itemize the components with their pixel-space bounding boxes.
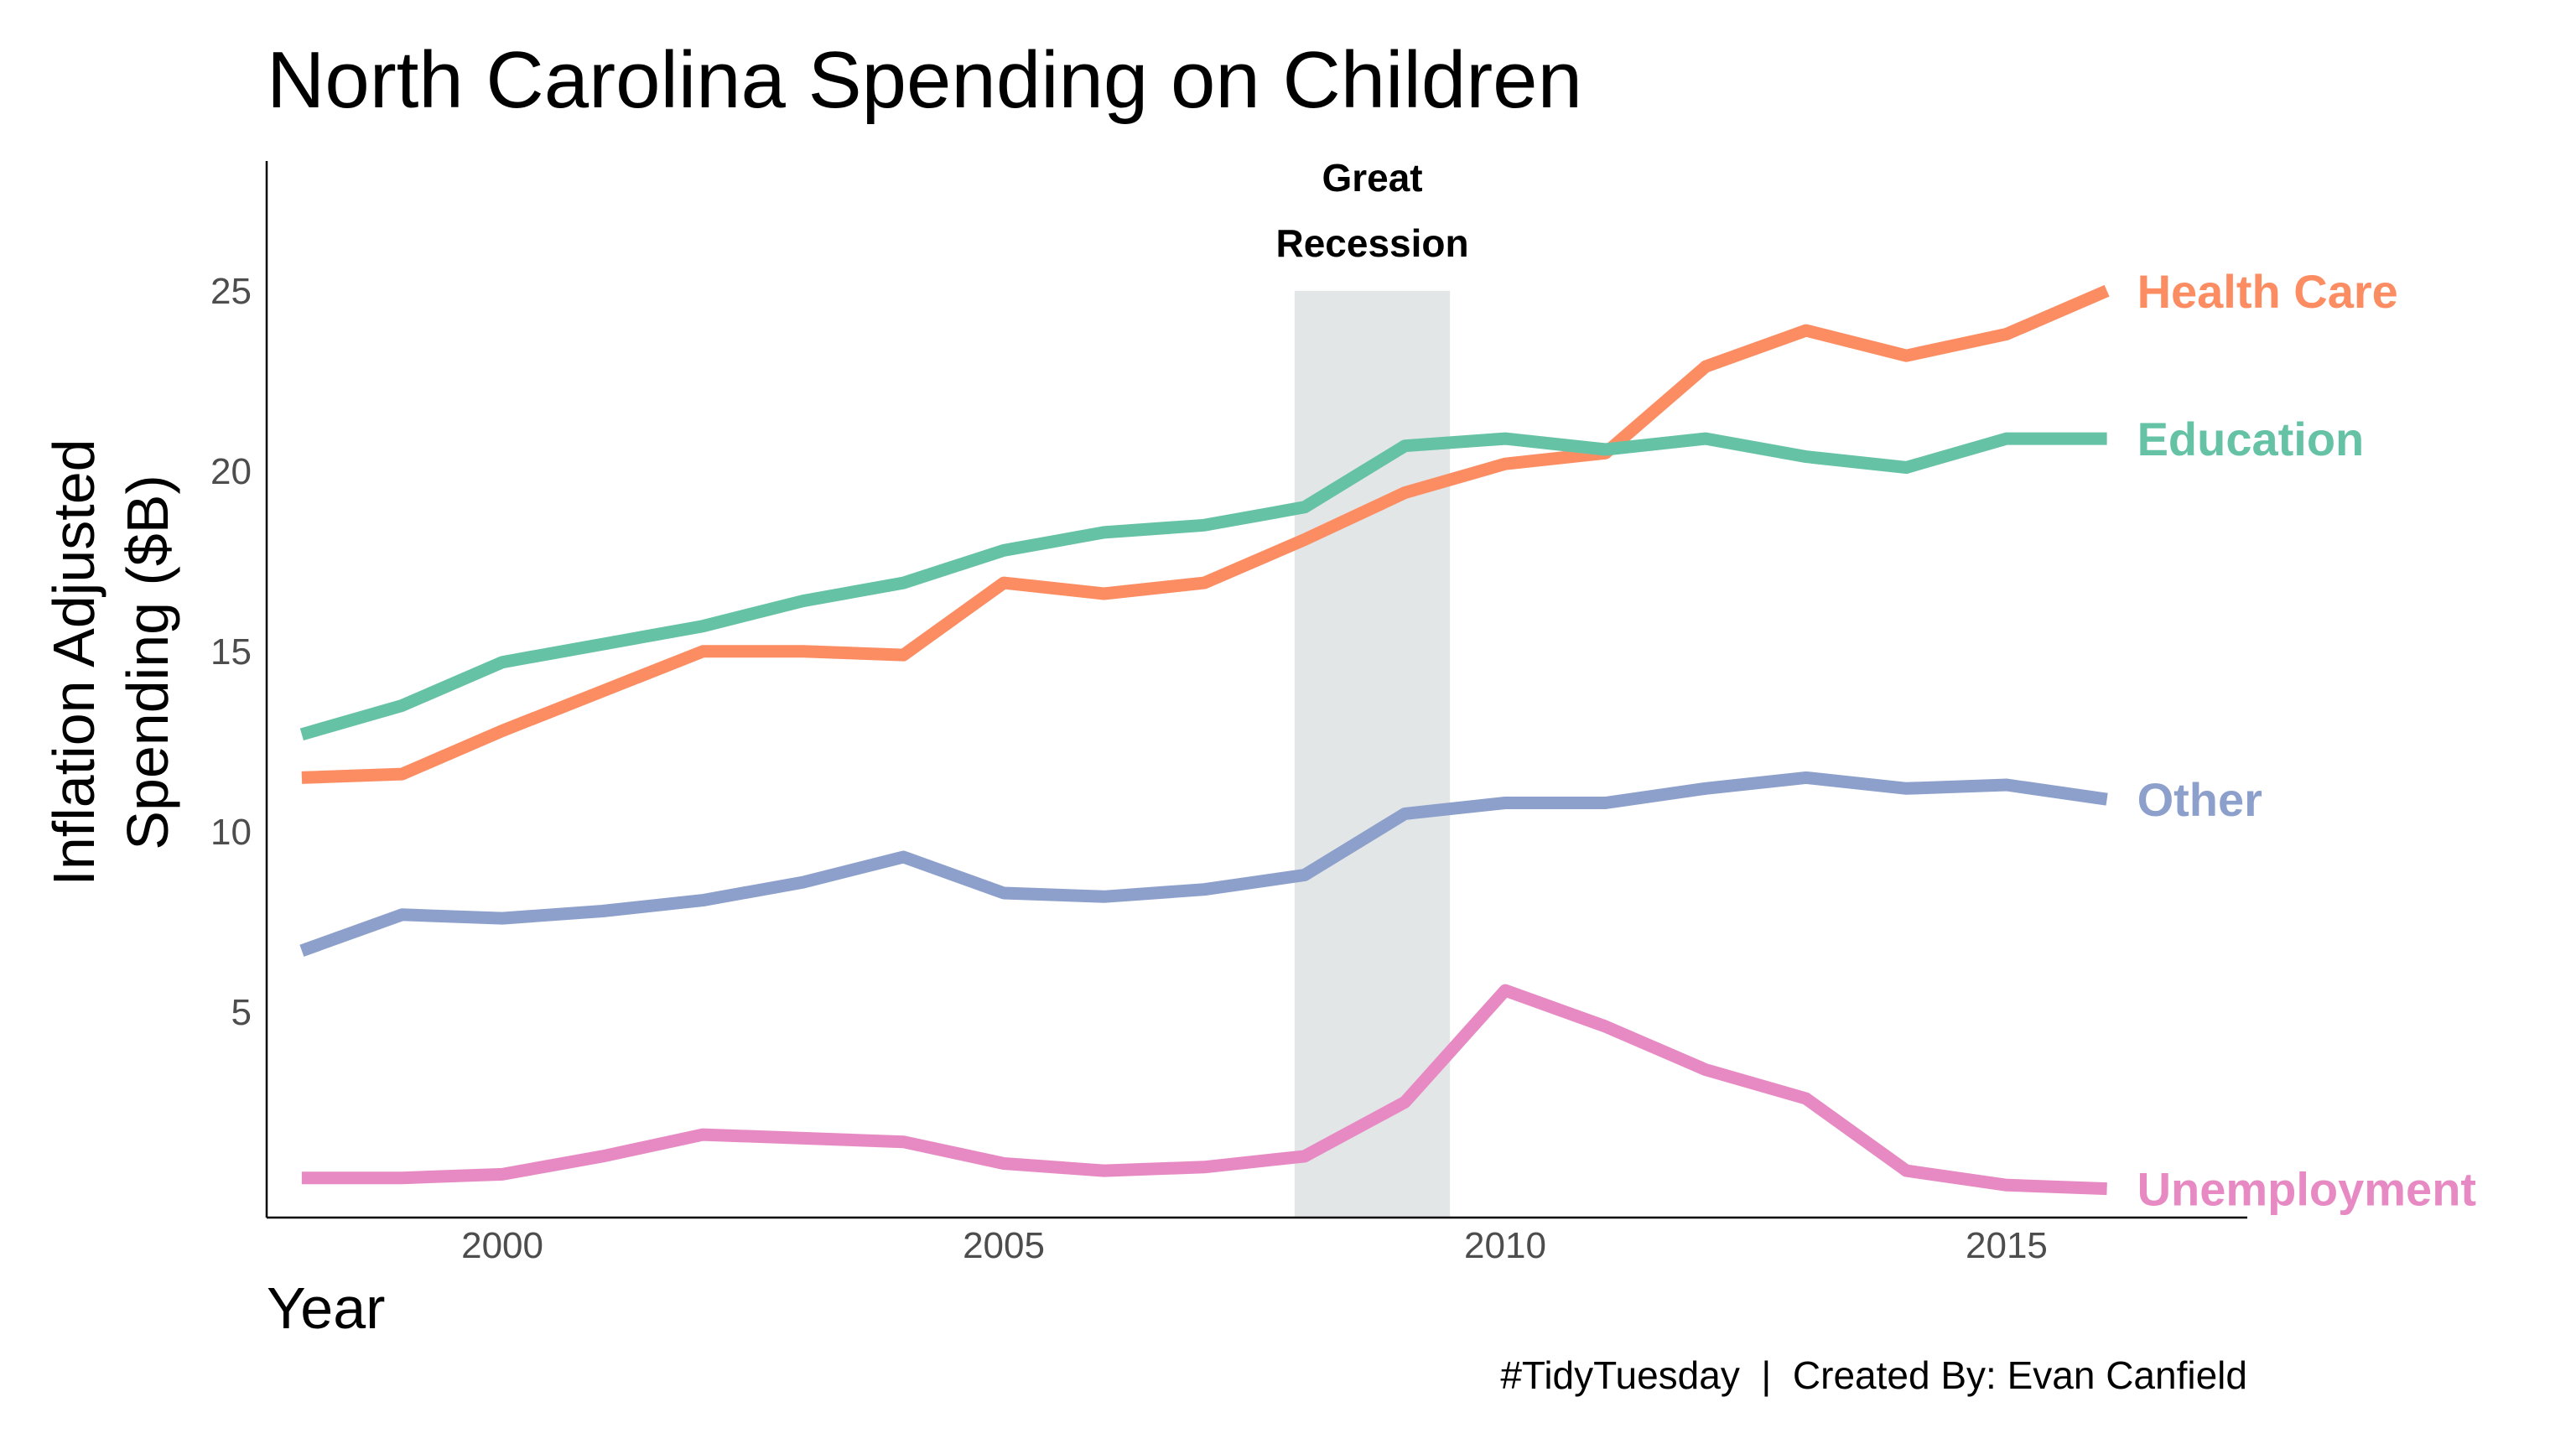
- recession-annotation: Great Recession: [1275, 156, 1468, 265]
- series-line-education: [299, 432, 2107, 741]
- series-line-health-care: [301, 284, 2110, 784]
- x-tick-label: 2015: [1966, 1225, 2048, 1266]
- y-axis-title-line-1: Inflation Adjusted: [41, 439, 106, 886]
- series-line-unemployment: [301, 984, 2107, 1196]
- series-labels: Health Care Education Other Unemployment: [2137, 265, 2477, 1216]
- x-tick-labels: 2000 2005 2010 2015: [461, 1225, 2048, 1266]
- series-label-health-care: Health Care: [2137, 265, 2398, 318]
- y-tick-labels: 5 10 15 20 25: [210, 271, 252, 1033]
- y-tick-label: 5: [231, 992, 252, 1033]
- y-tick-label: 20: [210, 451, 252, 492]
- chart-title: North Carolina Spending on Children: [267, 35, 1582, 125]
- recession-label-line-1: Great: [1322, 156, 1422, 200]
- series-label-education: Education: [2137, 413, 2365, 465]
- y-tick-label: 25: [210, 271, 252, 312]
- recession-label-line-2: Recession: [1275, 221, 1468, 265]
- x-tick-label: 2010: [1464, 1225, 1546, 1266]
- x-tick-label: 2005: [963, 1225, 1045, 1266]
- series-label-unemployment: Unemployment: [2137, 1163, 2477, 1216]
- series-lines: [299, 284, 2110, 1196]
- series-line-other: [299, 771, 2108, 957]
- x-axis-title: Year: [267, 1275, 385, 1341]
- chart-caption: #TidyTuesday | Created By: Evan Canfield: [1500, 1353, 2247, 1397]
- series-label-other: Other: [2137, 773, 2262, 826]
- y-axis-title-line-2: Spending ($B): [115, 475, 180, 850]
- axes: [265, 161, 2247, 1219]
- y-axis-title: Inflation Adjusted Spending ($B): [41, 439, 180, 886]
- y-tick-label: 10: [210, 812, 252, 853]
- y-tick-label: 15: [210, 631, 252, 673]
- x-tick-label: 2000: [461, 1225, 543, 1266]
